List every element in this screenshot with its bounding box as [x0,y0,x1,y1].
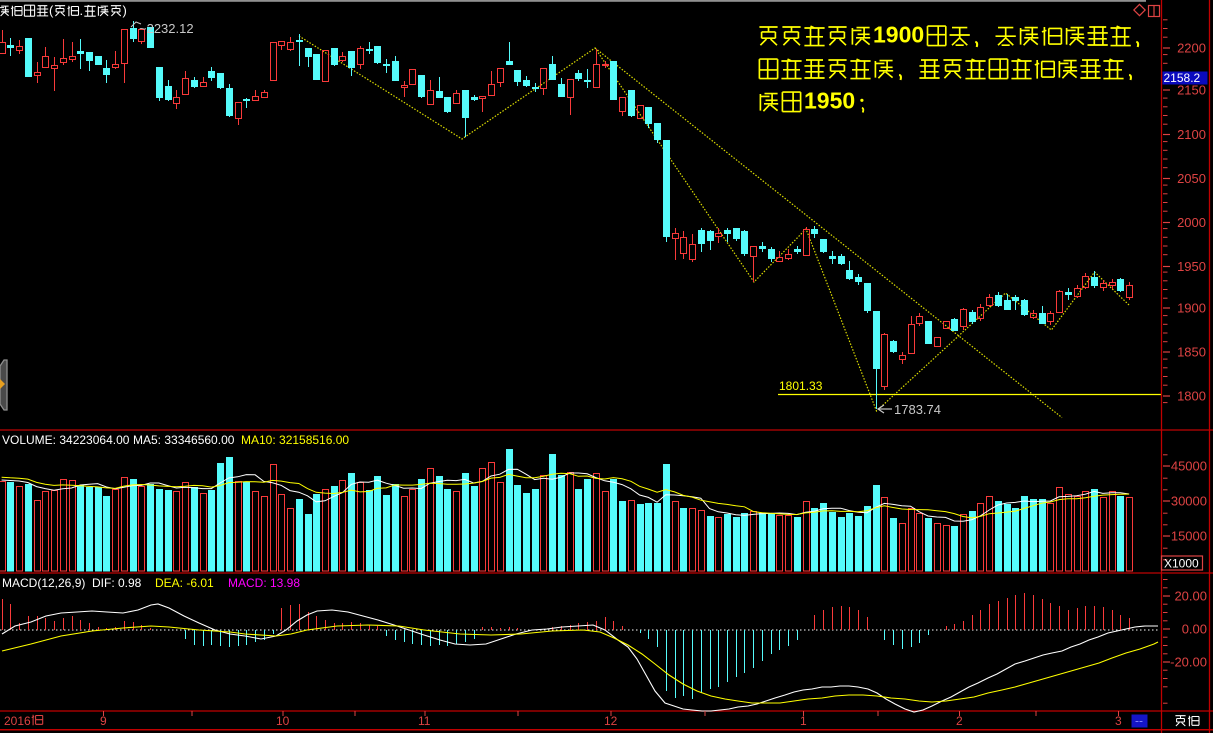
svg-text:2016: 2016 [4,714,31,728]
svg-text:MACD(12,26,9): MACD(12,26,9) [2,576,85,590]
svg-text:1900: 1900 [873,21,924,47]
svg-text:VOLUME: 34223064.00: VOLUME: 34223064.00 [2,433,130,447]
svg-text:1950: 1950 [804,87,855,113]
svg-text:12: 12 [604,714,618,728]
svg-text:11: 11 [418,714,431,728]
svg-text:-20.00: -20.00 [1170,655,1207,670]
svg-text:9: 9 [100,714,107,728]
svg-text:X1000: X1000 [1164,557,1199,571]
svg-text:1783.74: 1783.74 [894,402,941,417]
svg-text:): ) [123,3,127,18]
svg-text:MA5: 33346560.00: MA5: 33346560.00 [133,433,235,447]
svg-text:1850: 1850 [1177,345,1206,360]
svg-text:2150: 2150 [1177,83,1206,98]
svg-text:~2232.12: ~2232.12 [139,21,194,36]
svg-text:--: -- [1135,714,1143,728]
svg-text:2: 2 [956,714,963,728]
svg-text:(: ( [49,3,54,18]
svg-text:DIF: 0.98: DIF: 0.98 [92,576,142,590]
svg-text:15000: 15000 [1171,529,1207,544]
svg-text:2200: 2200 [1177,41,1206,56]
svg-text:.: . [80,3,84,18]
svg-text:2158.2: 2158.2 [1164,71,1201,85]
svg-text:DEA: -6.01: DEA: -6.01 [155,576,214,590]
svg-text:1: 1 [800,714,807,728]
svg-text:1801.33: 1801.33 [779,379,823,393]
svg-text:20.00: 20.00 [1174,589,1207,604]
svg-text:1950: 1950 [1177,259,1206,274]
svg-text:1800: 1800 [1177,389,1206,404]
svg-text:10: 10 [276,714,290,728]
svg-text:3: 3 [1115,714,1122,728]
svg-text:30000: 30000 [1171,494,1207,509]
svg-text:2100: 2100 [1177,127,1206,142]
svg-text:1900: 1900 [1177,301,1206,316]
svg-text:2050: 2050 [1177,171,1206,186]
svg-text:MACD: 13.98: MACD: 13.98 [228,576,300,590]
svg-text:2000: 2000 [1177,215,1206,230]
svg-text:MA10: 32158516.00: MA10: 32158516.00 [241,433,349,447]
svg-text:45000: 45000 [1171,459,1207,474]
svg-text:0.00: 0.00 [1182,622,1207,637]
